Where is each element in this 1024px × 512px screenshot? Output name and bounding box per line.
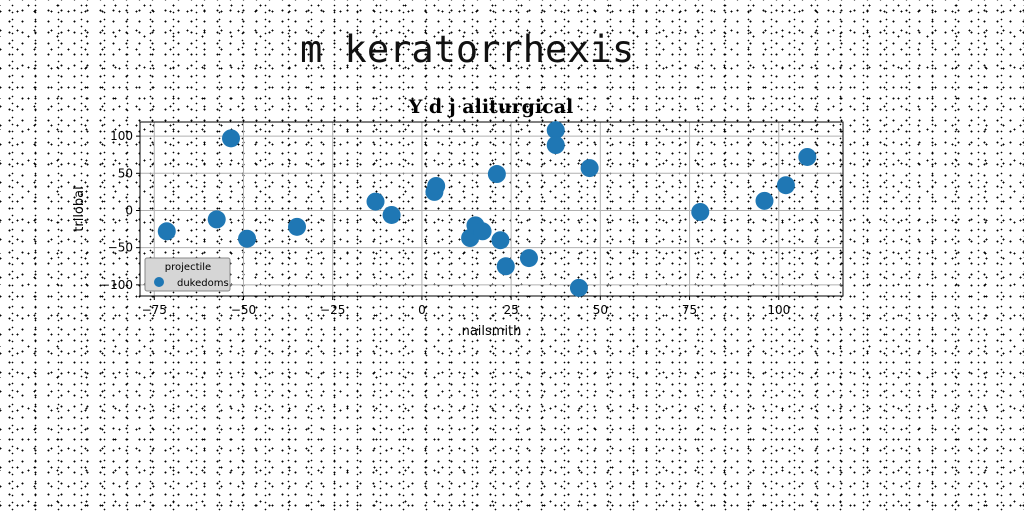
legend-series-label: dukedoms — [177, 278, 229, 289]
scatter-point — [580, 159, 599, 178]
scatter-point — [238, 229, 257, 248]
scatter-point — [427, 176, 446, 195]
scatter-point — [546, 136, 565, 155]
legend-box — [144, 257, 231, 292]
scatter-point — [691, 202, 710, 221]
y-axis-label: trilobal — [72, 186, 87, 231]
legend-title: projectile — [165, 262, 211, 273]
scatter-point — [755, 191, 774, 210]
scatter-point — [546, 121, 565, 140]
y-tick-label: 0 — [125, 203, 133, 217]
axis-ticks: −75 −50 −25 0 25 50 75 100 −100 −50 0 50 100 — [100, 129, 790, 317]
scatter-point — [221, 129, 240, 148]
x-tick-label: −75 — [142, 303, 167, 317]
scatter-point — [496, 257, 515, 276]
scatter-point — [473, 222, 492, 241]
scatter-point — [776, 176, 795, 195]
x-tick-label: −50 — [231, 303, 256, 317]
scatter-point — [798, 147, 817, 166]
scatter-point — [569, 278, 588, 297]
scatter-point — [207, 210, 226, 229]
legend-marker — [154, 277, 164, 287]
x-tick-label: 0 — [418, 303, 426, 317]
scatter-point — [491, 231, 510, 250]
x-tick-label: 75 — [682, 303, 697, 317]
grid — [140, 122, 843, 296]
scatter-point — [288, 217, 307, 236]
legend[interactable]: projectile dukedoms — [144, 257, 231, 292]
scatter-point — [519, 249, 538, 268]
plot-frame — [139, 121, 844, 297]
chart-title: Y d j aliturgical — [408, 96, 574, 118]
scatter-point — [366, 192, 385, 211]
y-tick-label: −100 — [100, 278, 133, 292]
y-tick-label: 100 — [110, 129, 133, 143]
x-axis-label: nailsmith — [462, 324, 522, 339]
page-title: m keratorrhexis — [300, 28, 635, 71]
x-tick-label: 100 — [767, 303, 790, 317]
y-tick-label: 50 — [118, 166, 133, 180]
y-tick-label: −50 — [108, 241, 133, 255]
x-tick-label: −25 — [320, 303, 345, 317]
x-tick-label: 50 — [593, 303, 608, 317]
scatter-point — [157, 222, 176, 241]
x-tick-label: 25 — [503, 303, 518, 317]
data-points — [157, 121, 817, 297]
scatter-point — [487, 165, 506, 184]
scatter-point — [382, 205, 401, 224]
